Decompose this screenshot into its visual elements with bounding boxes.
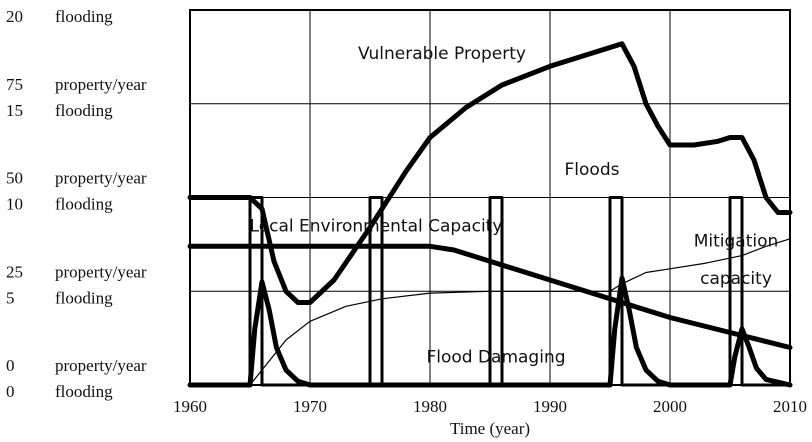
y-tick-value-flooding: 15 (6, 101, 23, 120)
x-tick-label: 2010 (773, 397, 807, 416)
y-tick-value-property: 0 (6, 356, 15, 375)
y-tick-unit-property: property/year (55, 262, 147, 281)
x-tick-label: 1970 (293, 397, 327, 416)
series-line-vulnerable-property (187, 41, 793, 305)
x-tick-labels: 1960 1970 1980 1990 2000 2010 (173, 397, 807, 416)
y-tick-value-property: 50 (6, 169, 23, 188)
y-tick-unit-property: property/year (55, 169, 147, 188)
plot-frame (189, 9, 791, 386)
y-tick-labels: 0 property/year 0 flooding 25 property/year 5 f… (6, 7, 147, 401)
x-axis-title: Time (year) (450, 419, 530, 438)
y-tick-value-flooding: 0 (6, 382, 15, 401)
annotation-label: Mitigation (694, 231, 779, 251)
y-tick-unit-flooding: flooding (55, 7, 113, 26)
annotation-label: Flood Damaging (426, 348, 565, 368)
x-tick-label: 1960 (173, 397, 207, 416)
y-tick-value-flooding: 10 (6, 195, 23, 214)
y-tick-unit-flooding: flooding (55, 382, 113, 401)
x-tick-label: 2000 (653, 397, 687, 416)
series-line-flood-damaging (187, 275, 793, 388)
y-tick-value-property: 25 (6, 262, 23, 281)
y-tick-value-flooding: 20 (6, 7, 23, 26)
series-layer (187, 41, 793, 388)
annotation-label: Vulnerable Property (358, 44, 526, 64)
series-line-mitigation-capacity (189, 238, 791, 386)
y-tick-unit-flooding: flooding (55, 288, 113, 307)
annotation-label: Floods (565, 160, 620, 180)
y-tick-value-flooding: 5 (6, 288, 15, 307)
y-tick-unit-flooding: flooding (55, 101, 113, 120)
y-tick-value-property: 75 (6, 75, 23, 94)
y-tick-unit-property: property/year (55, 356, 147, 375)
x-tick-label: 1980 (413, 397, 447, 416)
x-tick-label: 1990 (533, 397, 567, 416)
annotation-label: capacity (700, 269, 772, 289)
annotation-label: Local Environmental Capacity (250, 216, 503, 236)
series-line-local-environmental-capacity (187, 243, 793, 350)
y-tick-unit-flooding: flooding (55, 195, 113, 214)
annotations: Vulnerable Property Floods Local Environme… (250, 44, 779, 368)
y-tick-unit-property: property/year (55, 75, 147, 94)
